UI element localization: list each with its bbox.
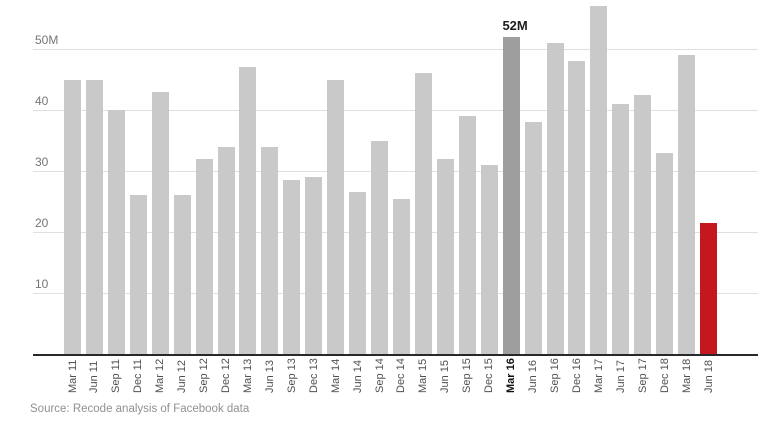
peak-value-annotation: 52M — [502, 17, 528, 33]
bar-jun-17 — [612, 103, 630, 354]
x-tick-label-dec-12: Dec 12 — [220, 358, 232, 393]
bar-mar-14 — [327, 79, 345, 354]
bar-sep-13 — [283, 180, 301, 354]
x-tick-label-jun-13: Jun 13 — [263, 359, 276, 393]
x-tick-label-mar-11: Mar 11 — [66, 359, 79, 393]
x-axis-line — [33, 354, 758, 356]
plot-area: 50M 40 30 20 10 Mar 11 Jun 11 Sep 11 Dec 11 Mar … — [33, 6, 758, 393]
bar-jun-13 — [261, 146, 279, 354]
bar-mar-12 — [151, 91, 169, 354]
bar-dec-18 — [656, 152, 674, 354]
bar-jun-14 — [349, 192, 367, 354]
bar-mar-13 — [239, 67, 257, 354]
gridline-40 — [33, 110, 758, 111]
bar-dec-15 — [480, 164, 498, 354]
x-tick-label-dec-11: Dec 11 — [132, 358, 145, 393]
x-tick-label-jun-15: Jun 15 — [439, 359, 452, 393]
bar-jun-15 — [436, 158, 454, 354]
x-tick-label-sep-11: Sep 11 — [110, 358, 123, 393]
x-tick-label-jun-17: Jun 17 — [614, 359, 627, 393]
x-tick-label-jun-16: Jun 16 — [527, 359, 539, 393]
x-tick-label-mar-17: Mar 17 — [592, 358, 605, 393]
y-tick-label-10: 10 — [35, 277, 49, 291]
gridline-50 — [33, 49, 758, 50]
bar-jun-12 — [173, 195, 191, 354]
bar-sep-16 — [546, 42, 564, 354]
x-tick-label-dec-16: Dec 16 — [570, 358, 583, 393]
y-tick-label-20: 20 — [35, 216, 49, 230]
x-tick-label-sep-16: Sep 16 — [549, 358, 561, 393]
y-tick-label-50: 50M — [35, 33, 59, 47]
bar-mar-17 — [590, 6, 608, 354]
x-tick-label-dec-13: Dec 13 — [307, 358, 320, 393]
x-tick-label-mar-12: Mar 12 — [154, 358, 167, 393]
x-tick-label-jun-12: Jun 12 — [176, 359, 189, 393]
bar-mar-18 — [678, 55, 695, 354]
bar-mar-16 — [502, 36, 520, 354]
bar-jun-18 — [700, 222, 717, 354]
gridline-30 — [33, 171, 758, 172]
bar-jun-16 — [524, 122, 542, 354]
bar-dec-11 — [129, 195, 147, 354]
x-tick-label-sep-12: Sep 12 — [198, 358, 211, 393]
x-tick-label-dec-18: Dec 18 — [658, 358, 671, 393]
y-tick-label-30: 30 — [35, 155, 49, 169]
bar-mar-11 — [64, 79, 81, 354]
x-tick-label-sep-13: Sep 13 — [285, 358, 298, 393]
bar-sep-15 — [458, 116, 476, 354]
bar-dec-14 — [392, 198, 410, 354]
bar-dec-16 — [568, 61, 586, 354]
x-tick-label-dec-14: Dec 14 — [395, 358, 408, 393]
x-tick-label-mar-15: Mar 15 — [417, 358, 430, 393]
x-tick-label-mar-16: Mar 16 — [505, 358, 518, 393]
x-tick-label-sep-15: Sep 15 — [461, 358, 474, 393]
bar-sep-14 — [371, 140, 388, 354]
x-tick-label-mar-13: Mar 13 — [241, 358, 254, 393]
x-tick-label-jun-18: Jun 18 — [702, 359, 715, 393]
x-tick-label-sep-14: Sep 14 — [373, 358, 386, 393]
bar-dec-13 — [305, 177, 323, 354]
source-credit: Source: Recode analysis of Facebook data — [30, 403, 250, 415]
x-tick-label-jun-11: Jun 11 — [88, 360, 101, 393]
bar-jun-11 — [85, 79, 103, 354]
x-tick-label-mar-14: Mar 14 — [329, 358, 342, 393]
y-tick-label-40: 40 — [35, 94, 49, 108]
x-tick-label-dec-15: Dec 15 — [483, 358, 496, 393]
bar-sep-11 — [107, 110, 125, 354]
x-tick-label-sep-17: Sep 17 — [636, 358, 649, 393]
x-tick-label-mar-18: Mar 18 — [680, 358, 693, 393]
x-tick-label-jun-14: Jun 14 — [351, 359, 364, 393]
bar-sep-12 — [195, 158, 213, 354]
bar-dec-12 — [217, 146, 235, 354]
bar-sep-17 — [634, 94, 652, 355]
bar-mar-15 — [414, 73, 432, 354]
